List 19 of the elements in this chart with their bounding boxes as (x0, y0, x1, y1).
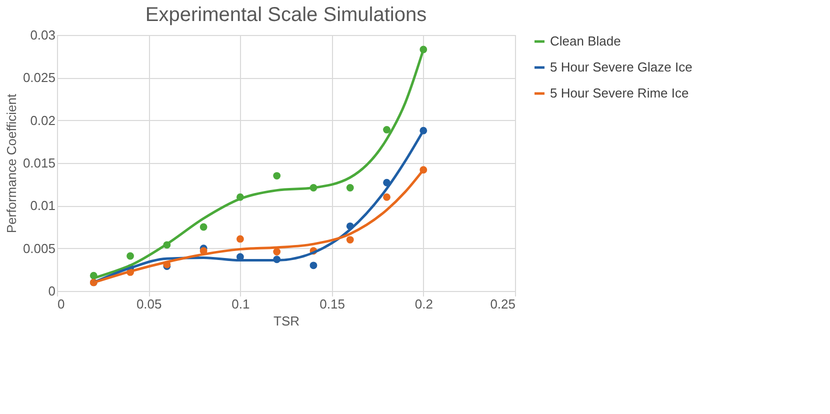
x-tick-label: 0.05 (136, 296, 162, 312)
x-tick-label: 0.15 (320, 296, 345, 312)
x-tick-label: 0.2 (414, 296, 433, 312)
legend-label: 5 Hour Severe Rime Ice (550, 86, 689, 100)
y-tick-label: 0.005 (22, 240, 56, 256)
x-tick-label: 0 (58, 296, 65, 312)
y-tick-label: 0.01 (30, 198, 56, 214)
chart-title: Experimental Scale Simulations (145, 4, 427, 26)
x-axis-title: TSR (274, 314, 300, 328)
y-axis-title: Performance Coefficient (4, 94, 19, 234)
x-tick-label: 0.25 (490, 296, 516, 312)
y-tick-label: 0.03 (30, 28, 56, 42)
legend-label: Clean Blade (550, 34, 621, 48)
x-tick-label: 0.1 (232, 296, 250, 312)
legend-label: 5 Hour Severe Glaze Ice (550, 60, 692, 74)
y-tick-label: 0.015 (22, 156, 56, 170)
y-tick-label: 0.02 (30, 112, 56, 128)
y-tick-label: 0 (48, 284, 56, 298)
y-tick-label: 0.025 (22, 70, 56, 86)
